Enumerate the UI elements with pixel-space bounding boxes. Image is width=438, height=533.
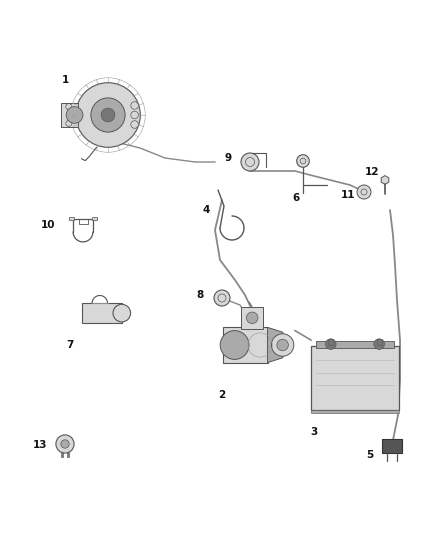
Bar — [69, 217, 74, 220]
Text: 12: 12 — [365, 167, 379, 177]
Circle shape — [76, 83, 140, 147]
Text: 6: 6 — [293, 193, 300, 203]
Circle shape — [272, 334, 294, 356]
Text: 9: 9 — [224, 153, 232, 163]
Circle shape — [325, 339, 336, 350]
Bar — [241, 306, 263, 329]
Bar — [61, 453, 63, 457]
Text: 3: 3 — [311, 427, 318, 437]
Circle shape — [220, 330, 249, 359]
Text: 11: 11 — [341, 190, 355, 200]
Bar — [382, 439, 402, 453]
Circle shape — [131, 120, 138, 128]
Text: 8: 8 — [196, 290, 204, 300]
Bar — [311, 346, 399, 410]
Text: 7: 7 — [66, 340, 74, 350]
Circle shape — [357, 185, 371, 199]
Bar — [316, 341, 394, 348]
Circle shape — [247, 312, 258, 324]
Text: 5: 5 — [366, 450, 374, 460]
Bar — [67, 453, 69, 457]
Bar — [328, 340, 333, 344]
Polygon shape — [381, 175, 389, 184]
Circle shape — [131, 102, 138, 109]
Bar — [311, 410, 399, 413]
Circle shape — [241, 153, 259, 171]
Circle shape — [277, 339, 288, 351]
Text: 13: 13 — [33, 440, 47, 450]
Text: 4: 4 — [202, 205, 210, 215]
Circle shape — [214, 290, 230, 306]
Circle shape — [91, 98, 125, 132]
Circle shape — [56, 435, 74, 453]
Polygon shape — [268, 327, 286, 362]
Text: 10: 10 — [41, 220, 55, 230]
Circle shape — [66, 107, 83, 123]
Text: 2: 2 — [219, 390, 226, 400]
Bar — [92, 217, 97, 220]
Bar — [60, 103, 78, 127]
Circle shape — [101, 108, 115, 122]
Circle shape — [297, 155, 309, 167]
Circle shape — [374, 339, 385, 350]
Circle shape — [131, 111, 138, 119]
Text: 1: 1 — [61, 75, 69, 85]
Bar — [223, 327, 268, 362]
Bar — [82, 303, 122, 323]
Bar — [377, 340, 382, 344]
Circle shape — [61, 440, 69, 448]
Circle shape — [113, 304, 131, 322]
